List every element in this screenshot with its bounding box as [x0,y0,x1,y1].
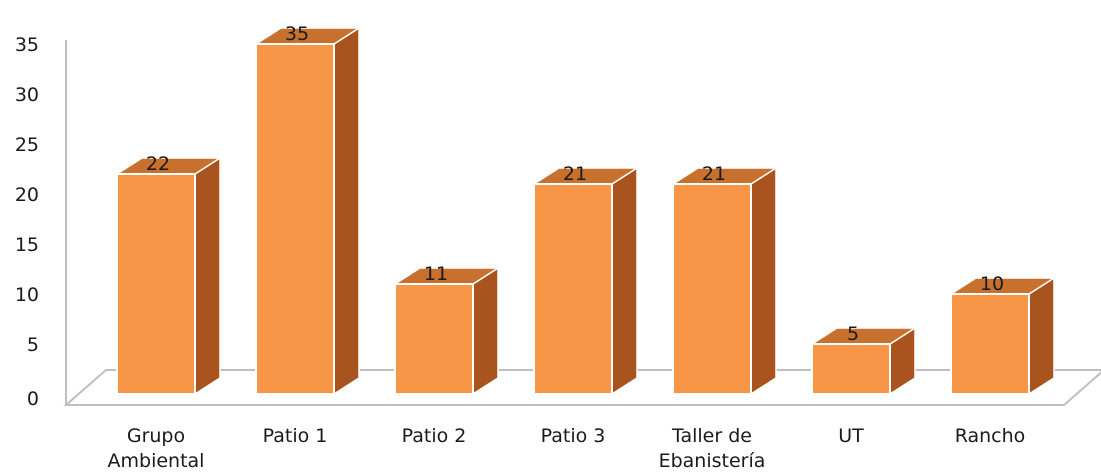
bar-front [950,293,1030,395]
bar [253,26,362,396]
bar-front [533,183,613,395]
data-label: 10 [980,273,1004,295]
category-label: Patio 1 [263,425,328,447]
bars [114,26,1057,396]
data-label: 22 [146,153,170,175]
bar [531,166,640,396]
data-label: 21 [702,163,726,185]
bar-side [472,266,499,396]
category-label: Taller de Ebanistería [659,425,766,472]
bar-front [116,173,196,395]
category-label: UT [838,425,864,447]
y-tick-label: 35 [15,34,39,56]
data-label: 5 [847,323,859,345]
category-label: Patio 3 [541,425,606,447]
category-label: Grupo Ambiental [108,425,205,472]
bar-side [333,26,360,396]
data-label: 35 [285,23,309,45]
bar [948,276,1057,396]
category-label: Rancho [955,425,1026,447]
data-label: 11 [424,263,448,285]
y-tick-label: 20 [15,184,39,206]
bar [809,326,918,396]
bar-side [194,156,221,396]
bar-side [611,166,638,396]
bar-front [255,43,335,395]
category-label: Patio 2 [402,425,467,447]
bar-front [394,283,474,395]
bar-front [672,183,752,395]
y-tick-label: 0 [27,388,39,410]
bar [392,266,501,396]
y-tick-label: 15 [15,234,39,256]
y-tick-label: 25 [15,134,39,156]
bar-side [1028,276,1055,396]
y-tick-label: 10 [15,284,39,306]
labels: 0 5 10 15 20 25 30 35 22 Grupo Ambiental 35 Patio 1 1… [15,23,1025,472]
y-tick-label: 5 [27,334,39,356]
bar-side [750,166,777,396]
bar-front [811,343,891,395]
bar [114,156,223,396]
bar [670,166,779,396]
y-tick-label: 30 [15,84,39,106]
data-label: 21 [563,163,587,185]
